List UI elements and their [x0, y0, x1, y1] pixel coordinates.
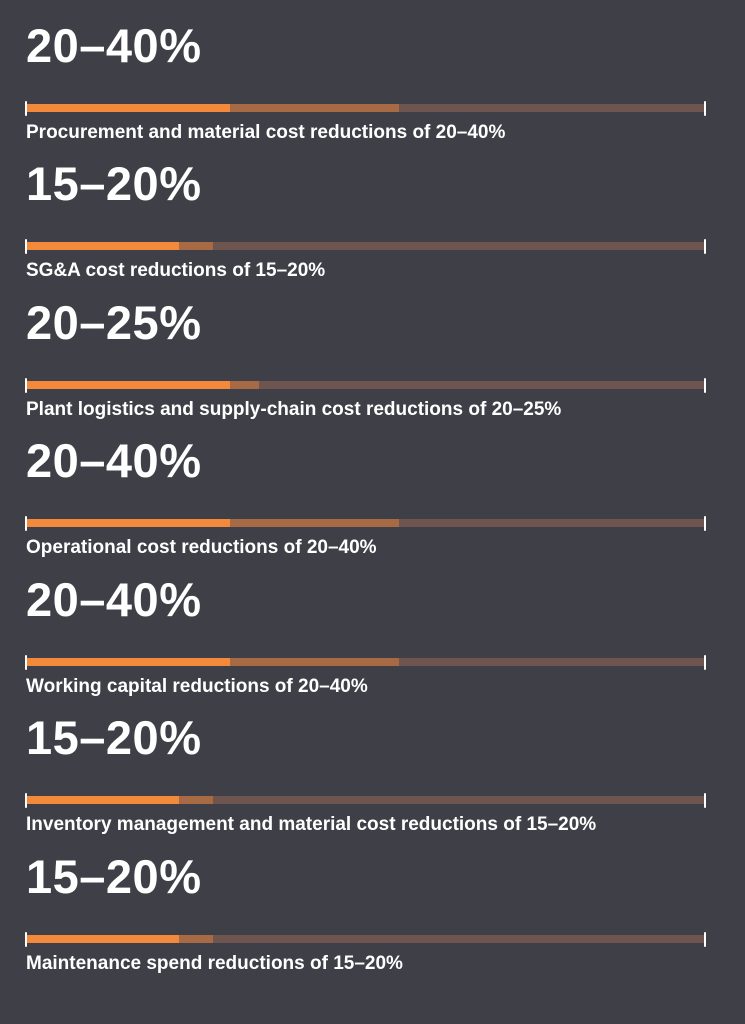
- bar-fill-low: [26, 658, 230, 666]
- bar-start-tick: [25, 655, 27, 670]
- metric-maintenance: 15–20% Maintenance spend reductions of 1…: [0, 851, 745, 989]
- bar-start-tick: [25, 239, 27, 254]
- range-bar: [25, 239, 706, 254]
- range-bar: [25, 378, 706, 393]
- bar-end-tick: [704, 101, 706, 116]
- bar-start-tick: [25, 793, 27, 808]
- bar-end-tick: [704, 239, 706, 254]
- bar-start-tick: [25, 516, 27, 531]
- range-bar: [25, 101, 706, 116]
- bar-start-tick: [25, 101, 27, 116]
- metric-value-label: 20–40%: [26, 573, 202, 626]
- bar-track: [26, 242, 705, 250]
- metric-caption: Operational cost reductions of 20–40%: [26, 537, 377, 558]
- metric-caption: Procurement and material cost reductions…: [26, 122, 506, 143]
- bar-end-tick: [704, 378, 706, 393]
- bar-end-tick: [704, 655, 706, 670]
- bar-track: [26, 796, 705, 804]
- metric-value-label: 15–20%: [26, 711, 202, 764]
- bar-track: [26, 381, 705, 389]
- metric-value-label: 15–20%: [26, 850, 202, 903]
- metric-procurement: 20–40% Procurement and material cost red…: [0, 20, 745, 158]
- bar-fill-low: [26, 796, 179, 804]
- bar-fill-low: [26, 519, 230, 527]
- range-bar: [25, 793, 706, 808]
- bar-fill-low: [26, 104, 230, 112]
- metric-value-label: 20–40%: [26, 434, 202, 487]
- metric-operational: 20–40% Operational cost reductions of 20…: [0, 435, 745, 573]
- metric-caption: Inventory management and material cost r…: [26, 814, 597, 835]
- range-bar: [25, 932, 706, 947]
- range-bar: [25, 516, 706, 531]
- metric-value-label: 15–20%: [26, 157, 202, 210]
- bar-track: [26, 935, 705, 943]
- metric-value-label: 20–25%: [26, 296, 202, 349]
- metric-caption: Plant logistics and supply-chain cost re…: [26, 399, 562, 420]
- bar-end-tick: [704, 932, 706, 947]
- bar-end-tick: [704, 793, 706, 808]
- bar-fill-low: [26, 242, 179, 250]
- metric-caption: SG&A cost reductions of 15–20%: [26, 260, 326, 281]
- bar-end-tick: [704, 516, 706, 531]
- metric-sga: 15–20% SG&A cost reductions of 15–20%: [0, 158, 745, 296]
- metric-caption: Maintenance spend reductions of 15–20%: [26, 953, 403, 974]
- bar-start-tick: [25, 378, 27, 393]
- bar-fill-low: [26, 381, 230, 389]
- metric-working-capital: 20–40% Working capital reductions of 20–…: [0, 574, 745, 712]
- bar-fill-low: [26, 935, 179, 943]
- metric-value-label: 20–40%: [26, 19, 202, 72]
- range-bar: [25, 655, 706, 670]
- metric-caption: Working capital reductions of 20–40%: [26, 676, 368, 697]
- bar-start-tick: [25, 932, 27, 947]
- metric-plant-logistics: 20–25% Plant logistics and supply-chain …: [0, 297, 745, 435]
- metric-inventory: 15–20% Inventory management and material…: [0, 712, 745, 850]
